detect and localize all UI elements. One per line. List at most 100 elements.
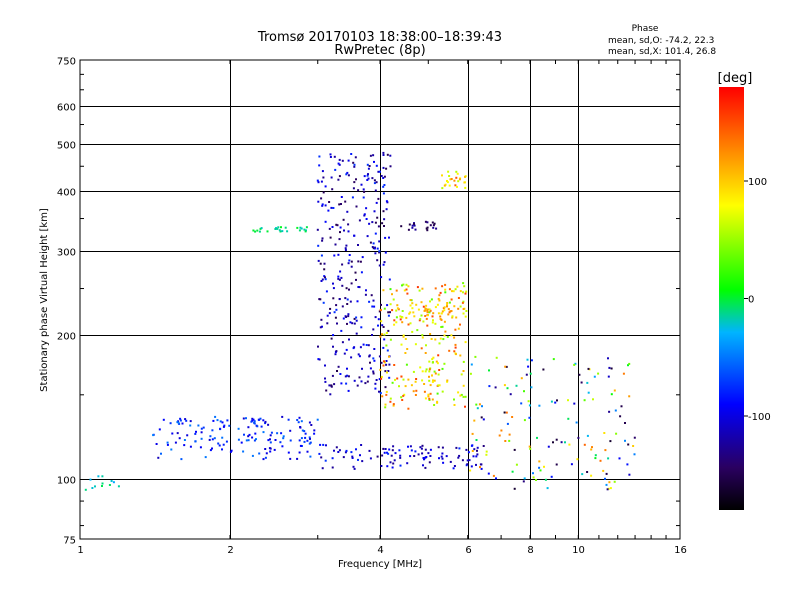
- x-tick-label: 1: [77, 545, 83, 556]
- echo-point: [269, 441, 272, 444]
- echo-point: [321, 467, 324, 470]
- echo-point: [474, 355, 477, 358]
- echo-point: [340, 203, 342, 205]
- echo-point: [442, 461, 445, 464]
- echo-point: [333, 449, 335, 452]
- echo-point: [345, 382, 348, 385]
- echo-point: [276, 227, 279, 230]
- echo-point: [414, 450, 417, 453]
- echo-point: [538, 466, 541, 469]
- echo-point: [366, 163, 369, 166]
- echo-point: [337, 253, 340, 256]
- echo-point: [346, 171, 349, 174]
- echo-point: [453, 350, 456, 353]
- echo-point: [387, 329, 390, 332]
- echo-point: [450, 178, 453, 180]
- echo-point: [321, 204, 324, 207]
- echo-point: [550, 475, 553, 478]
- echo-point: [401, 321, 404, 324]
- echo-point: [374, 252, 377, 255]
- echo-point: [353, 234, 356, 237]
- echo-point: [402, 334, 405, 337]
- echo-point: [331, 466, 334, 469]
- echo-point: [371, 246, 374, 248]
- echo-point: [438, 294, 441, 297]
- echo-point: [441, 187, 444, 190]
- echo-point: [382, 185, 385, 188]
- echo-point: [453, 336, 456, 339]
- echo-point: [360, 444, 363, 446]
- echo-point: [350, 282, 353, 285]
- echo-point: [354, 156, 357, 159]
- echo-point: [372, 357, 375, 360]
- echo-point: [394, 452, 397, 455]
- echo-point: [382, 177, 385, 179]
- phase-box-title: Phase: [632, 24, 659, 34]
- echo-point: [446, 379, 449, 382]
- echo-point: [452, 467, 455, 470]
- echo-point: [361, 367, 363, 370]
- echo-point: [447, 308, 450, 311]
- echo-point: [265, 452, 268, 455]
- echo-point: [329, 156, 332, 158]
- echo-point: [209, 449, 212, 452]
- echo-point: [399, 318, 402, 321]
- echo-point: [347, 230, 350, 233]
- echo-point: [378, 250, 381, 253]
- echo-point: [412, 390, 415, 393]
- echo-point: [604, 477, 606, 480]
- echo-point: [453, 398, 455, 401]
- echo-point: [287, 418, 290, 421]
- echo-point: [523, 477, 526, 480]
- echo-point: [264, 422, 267, 425]
- echo-point: [457, 327, 460, 330]
- colorbar: [719, 87, 744, 510]
- echo-point: [607, 457, 610, 460]
- echo-point: [358, 355, 361, 358]
- echo-point: [340, 196, 343, 198]
- echo-point: [594, 457, 597, 460]
- echo-point: [457, 307, 460, 310]
- echo-point: [211, 447, 213, 450]
- echo-point: [439, 337, 442, 340]
- echo-point: [402, 283, 405, 286]
- echo-point: [338, 298, 341, 300]
- echo-point: [252, 229, 255, 232]
- echo-point: [176, 432, 179, 435]
- echo-point: [382, 447, 385, 450]
- echo-point: [186, 434, 189, 437]
- echo-point: [316, 179, 319, 182]
- echo-point: [573, 363, 576, 366]
- echo-point: [338, 203, 341, 206]
- echo-point: [392, 462, 395, 465]
- echo-point: [305, 226, 308, 229]
- echo-point: [574, 362, 577, 365]
- echo-point: [351, 322, 354, 325]
- echo-point: [413, 222, 415, 225]
- echo-point: [383, 218, 386, 221]
- y-tick-label: 750: [57, 57, 76, 68]
- echo-point: [547, 445, 550, 448]
- echo-point: [479, 463, 482, 466]
- echo-point: [287, 451, 290, 454]
- echo-point: [330, 384, 333, 387]
- echo-point: [245, 417, 247, 420]
- echo-point: [330, 337, 333, 340]
- echo-point: [441, 457, 444, 460]
- echo-point: [463, 181, 466, 184]
- echo-point: [355, 332, 358, 335]
- echo-point: [410, 384, 413, 387]
- echo-point: [462, 312, 465, 315]
- echo-point: [330, 385, 333, 388]
- echo-point: [321, 203, 324, 206]
- echo-point: [101, 475, 104, 478]
- echo-point: [441, 452, 444, 455]
- echo-point: [184, 418, 187, 421]
- echo-point: [446, 305, 448, 308]
- echo-point: [509, 393, 512, 396]
- echo-point: [442, 338, 445, 341]
- echo-point: [368, 300, 371, 303]
- echo-point: [317, 345, 319, 348]
- echo-point: [357, 189, 360, 192]
- echo-point: [299, 226, 302, 229]
